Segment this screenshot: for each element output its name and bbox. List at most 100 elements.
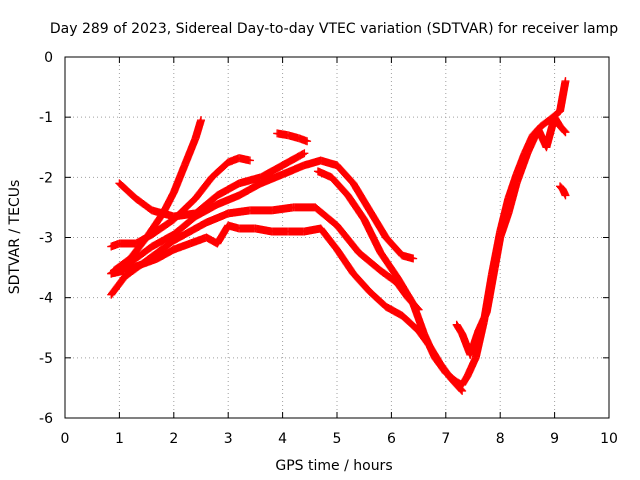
data-point-trail [474,309,491,334]
data-point-trail [257,161,286,181]
data-point-trail [214,179,242,199]
data-point-trail [399,312,422,334]
data-point-trail [108,273,129,298]
data-point [300,149,309,158]
data-point-trail [382,234,406,259]
data-point-trail [170,213,199,238]
data-point-trail [420,330,439,361]
data-point-trail [482,264,499,316]
data-point-trail [171,239,193,254]
data-point-trail [149,216,177,238]
data-point-trail [350,180,373,214]
data-point-trail [383,303,406,320]
data-point-trail [377,267,400,286]
data-point-trail [377,249,401,280]
data-point-trail [236,173,264,187]
data-point-trail [409,300,428,337]
data-point-trail [504,180,521,217]
data-point-trail [170,228,193,244]
series-arc-4 [107,156,418,278]
data-point-trail [556,78,570,114]
data-point-trail [225,206,253,218]
data-point-trail [333,222,362,256]
data-point-trail [328,174,351,199]
series-arc-6 [107,221,467,395]
chart-title: Day 289 of 2023, Sidereal Day-to-day VTE… [50,21,618,37]
x-tick-label: 6 [387,431,396,447]
data-point-trail [538,117,552,130]
y-tick-labels: 0 -1 -2 -3 -4 -5 -6 [39,50,53,427]
data-point-trail [431,354,450,376]
series-arc-7 [273,129,312,146]
x-tick-label: 9 [550,431,559,447]
grid-lines [65,57,609,418]
data-point-trail [333,246,357,277]
data-point-trail [279,152,302,169]
data-point [245,156,254,165]
data-point-trail [191,117,205,141]
data-point-trail [203,209,231,226]
data-point-trail [116,255,139,271]
y-tick-label: -2 [39,170,53,186]
data-point-trail [214,191,242,208]
y-tick-label: 0 [44,50,53,66]
data-point-trail [149,231,177,250]
data-point-trail [170,162,189,196]
data-point-trail [360,216,384,256]
data-point-trail [269,203,297,215]
data-point-trail [315,167,335,181]
x-tick-label: 7 [441,431,450,447]
data-point-trail [393,273,417,307]
data-point-trail [279,161,308,178]
x-tick-label: 2 [169,431,178,447]
y-axis-label: SDTVAR / TECUs [7,180,23,295]
data-point-trail [154,237,177,256]
data-point-trail [214,222,232,247]
x-axis-label: GPS time / hours [275,458,392,474]
data-point-trail [296,150,307,160]
data-point-trail [312,204,340,229]
data-point [409,254,418,263]
series-arc-3 [115,149,309,221]
data-point [561,128,570,137]
series-arc-9 [452,113,570,359]
data-point-trail [317,156,340,169]
y-tick-label: -1 [39,110,53,126]
data-point-trail [490,234,504,271]
data-series [107,77,570,395]
data-point-trail [466,328,483,358]
data-point-trail [512,150,531,187]
data-point [197,116,205,125]
data-point-trail [236,179,264,199]
data-point [561,191,570,200]
plot-frame [64,56,610,419]
data-point-trail [132,243,155,262]
x-tick-label: 10 [600,431,618,447]
data-point-trail [366,288,389,310]
data-point-trail [344,192,368,223]
data-point-trail [116,180,139,202]
y-tick-label: -5 [39,351,53,367]
data-point-trail [122,261,144,275]
x-tick-label: 4 [278,431,287,447]
data-point-trail [350,270,373,295]
data-point-trail [208,159,232,181]
y-tick-label: -3 [39,231,53,247]
data-point-trail [366,207,390,241]
data-point-trail [556,183,566,193]
data-point-trail [556,123,569,136]
data-point-trail [258,170,286,187]
x-tick-label: 3 [224,431,233,447]
x-tick-label: 0 [61,431,70,447]
data-point-trail [464,355,480,379]
data-point-trail [192,201,221,220]
data-point-trail [132,195,155,214]
x-tick-labels: 0 1 2 3 4 5 6 7 8 9 10 [61,431,618,447]
series-arc-8 [313,77,570,389]
data-point [303,137,312,146]
data-point-trail [132,231,155,247]
data-point-trail [333,162,357,187]
data-point-trail [192,174,216,202]
x-tick-label: 8 [496,431,505,447]
